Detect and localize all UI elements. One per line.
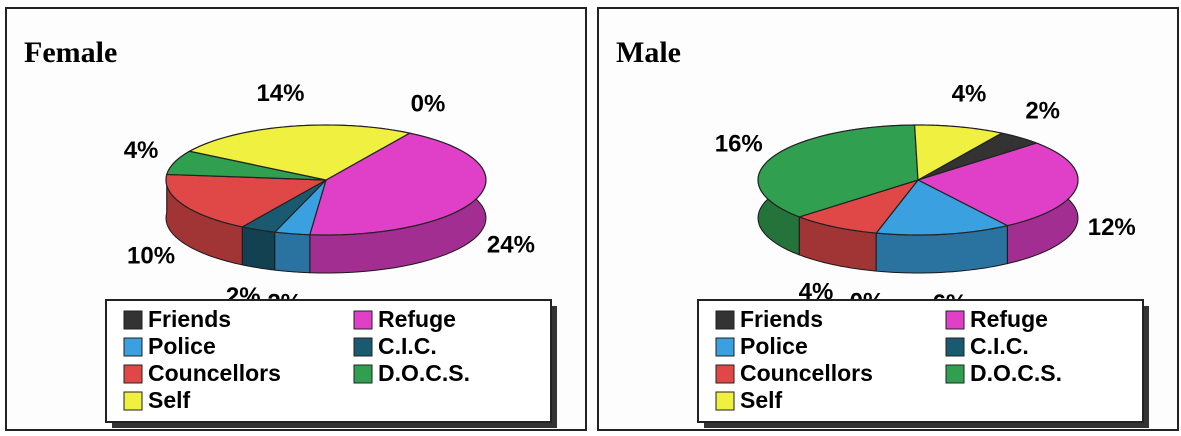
pie-slice xyxy=(166,150,327,181)
legend-swatch xyxy=(353,310,373,330)
legend xyxy=(105,299,552,423)
data-label: 4% xyxy=(952,80,987,107)
legend-label: Police xyxy=(740,333,808,359)
data-label: 10% xyxy=(127,242,175,269)
pie-slice xyxy=(240,179,327,233)
legend-swatch xyxy=(715,364,735,384)
data-label: 0% xyxy=(411,90,446,117)
pie-slice xyxy=(875,179,1010,236)
pie-slice xyxy=(916,142,1079,227)
legend-label: Friends xyxy=(740,306,823,332)
legend-label: D.O.C.S. xyxy=(970,360,1062,386)
pie-slice xyxy=(165,173,329,228)
data-label: 4% xyxy=(124,137,159,164)
data-label: 2% xyxy=(1025,98,1060,125)
slice-side xyxy=(274,231,311,274)
chart-title: Male xyxy=(616,36,681,69)
legend-swatch xyxy=(353,337,373,357)
pie-slice xyxy=(309,132,487,236)
pie-slice xyxy=(187,124,412,181)
pie-slice xyxy=(757,124,919,218)
pie-slice xyxy=(917,132,1039,181)
legend-swatch xyxy=(353,364,373,384)
legend-swatch xyxy=(123,310,143,330)
legend-swatch xyxy=(123,337,143,357)
legend-swatch xyxy=(123,391,143,411)
legend-swatch xyxy=(715,337,735,357)
legend-swatch xyxy=(715,310,735,330)
data-label: 16% xyxy=(715,130,763,157)
legend-label: C.I.C. xyxy=(378,333,437,359)
legend-label: Refuge xyxy=(378,306,456,332)
legend-label: Self xyxy=(740,387,783,413)
data-label: 24% xyxy=(487,231,535,258)
legend-label: C.I.C. xyxy=(970,333,1029,359)
legend-label: D.O.C.S. xyxy=(378,360,470,386)
legend-label: Councellors xyxy=(740,360,873,386)
legend xyxy=(697,299,1144,423)
legend-label: Self xyxy=(148,387,191,413)
legend-swatch xyxy=(945,364,965,384)
data-label: 14% xyxy=(256,80,304,107)
legend-label: Friends xyxy=(148,306,231,332)
chart-title: Female xyxy=(24,36,117,69)
legend-swatch xyxy=(945,310,965,330)
legend-label: Police xyxy=(148,333,216,359)
legend-swatch xyxy=(715,391,735,411)
slice-side xyxy=(241,226,276,271)
legend-label: Councellors xyxy=(148,360,281,386)
pie-slice xyxy=(913,124,1004,181)
legend-swatch xyxy=(945,337,965,357)
legend-swatch xyxy=(123,364,143,384)
legend-label: Refuge xyxy=(970,306,1048,332)
data-label: 12% xyxy=(1088,214,1136,241)
pie-slice xyxy=(797,178,920,234)
